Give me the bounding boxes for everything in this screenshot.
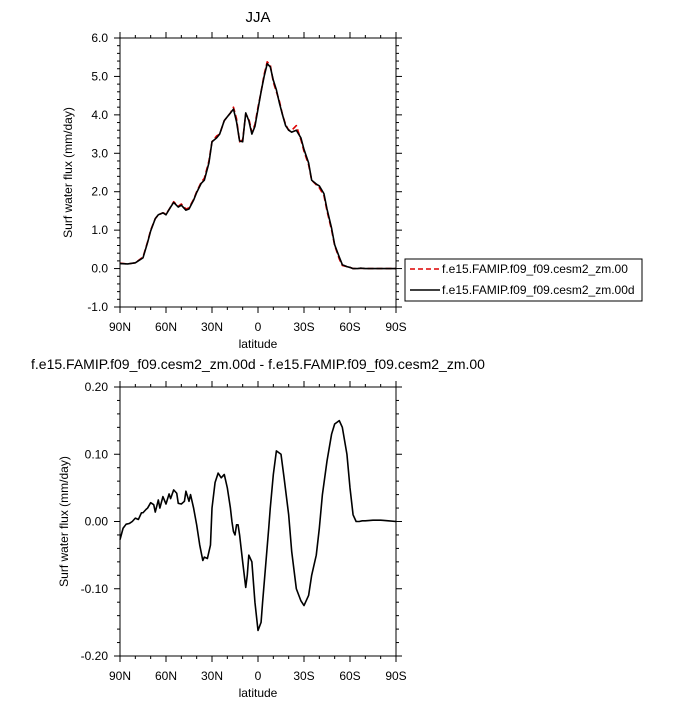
y-tick-label: 1.0 <box>91 223 108 237</box>
x-tick-label: 90S <box>385 320 406 334</box>
legend-entry-1: f.e15.FAMIP.f09_f09.cesm2_zm.00d <box>442 283 635 297</box>
x-tick-label: 60S <box>339 669 360 683</box>
x-tick-label: 90N <box>109 669 131 683</box>
x-tick-label: 0 <box>255 320 262 334</box>
y-tick-label: 0.20 <box>85 380 109 394</box>
y-axis-label: Surf water flux (mm/day) <box>61 107 75 238</box>
y-tick-label: 3.0 <box>91 146 108 160</box>
x-tick-label: 90S <box>385 669 406 683</box>
series-line-0 <box>119 61 396 270</box>
x-tick-label: 90N <box>109 320 131 334</box>
x-tick-label: 30S <box>293 320 314 334</box>
legend: f.e15.FAMIP.f09_f09.cesm2_zm.00 f.e15.FAM… <box>404 258 643 302</box>
y-tick-label: 6.0 <box>91 31 108 45</box>
x-axis-label: latitude <box>239 337 278 351</box>
y-tick-label: -0.20 <box>81 649 109 663</box>
x-tick-label: 30S <box>293 669 314 683</box>
x-tick-label: 30N <box>201 320 223 334</box>
x-tick-label: 60N <box>155 669 177 683</box>
y-tick-label: 5.0 <box>91 69 108 83</box>
y-tick-label: -0.10 <box>81 582 109 596</box>
plot-frame <box>119 386 397 657</box>
legend-entry-0: f.e15.FAMIP.f09_f09.cesm2_zm.00 <box>442 262 628 276</box>
x-tick-label: 0 <box>255 669 262 683</box>
y-tick-label: 0.10 <box>85 447 109 461</box>
top-panel: JJA 90N 60N 30N 0 30S 60S 90S -1.0 0.0 1.0 2.0 3.0 4.… <box>61 9 407 351</box>
x-tick-label: 60S <box>339 320 360 334</box>
y-tick-label: 2.0 <box>91 185 108 199</box>
chart-title: JJA <box>245 9 270 26</box>
x-tick-label: 60N <box>155 320 177 334</box>
series-line-0 <box>119 419 397 632</box>
series-line-1 <box>119 62 396 270</box>
x-tick-label: 30N <box>201 669 223 683</box>
chart-title: f.e15.FAMIP.f09_f09.cesm2_zm.00d - f.e15… <box>31 356 485 372</box>
y-tick-label: 4.0 <box>91 108 108 122</box>
y-tick-label: 0.0 <box>91 262 108 276</box>
y-axis-label: Surf water flux (mm/day) <box>57 456 71 587</box>
plot-frame <box>119 37 397 308</box>
x-axis-label: latitude <box>239 686 278 700</box>
y-tick-label: -1.0 <box>87 300 108 314</box>
bottom-panel: f.e15.FAMIP.f09_f09.cesm2_zm.00d - f.e15… <box>31 356 485 700</box>
legend-box <box>404 258 643 302</box>
y-tick-label: 0.00 <box>85 515 109 529</box>
